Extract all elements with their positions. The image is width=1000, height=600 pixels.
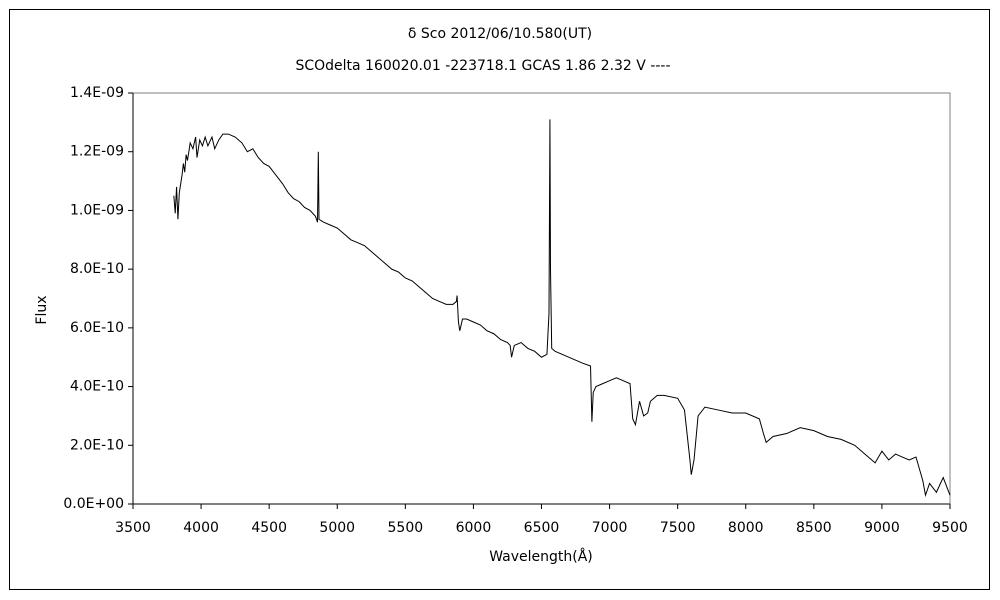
spectrum-line xyxy=(173,119,951,498)
x-axis-label: Wavelength(Å) xyxy=(489,548,593,565)
x-tick-label: 8000 xyxy=(728,520,764,536)
y-axis-label: Flux xyxy=(34,295,50,324)
plot-area xyxy=(132,92,951,505)
y-tick-label: 2.0E-10 xyxy=(70,437,124,453)
y-tick-label: 1.4E-09 xyxy=(70,85,124,101)
x-tick-label: 7500 xyxy=(660,520,696,536)
x-tick-label: 4000 xyxy=(183,520,219,536)
x-tick-label: 5000 xyxy=(319,520,355,536)
x-tick-label: 4500 xyxy=(251,520,287,536)
x-tick-label: 9000 xyxy=(864,520,900,536)
x-tick-label: 9500 xyxy=(932,520,968,536)
y-tick-label: 8.0E-10 xyxy=(70,261,124,277)
x-tick-label: 3500 xyxy=(115,520,151,536)
chart-title: δ Sco 2012/06/10.580(UT) xyxy=(408,26,592,42)
y-tick-label: 6.0E-10 xyxy=(70,320,124,336)
x-tick-label: 6000 xyxy=(456,520,492,536)
y-tick-label: 1.2E-09 xyxy=(70,144,124,160)
y-tick-label: 4.0E-10 xyxy=(70,379,124,395)
chart-subtitle: SCOdelta 160020.01 -223718.1 GCAS 1.86 2… xyxy=(295,58,670,74)
x-tick-label: 7000 xyxy=(592,520,628,536)
y-tick-label: 0.0E+00 xyxy=(63,496,124,512)
x-tick-label: 8500 xyxy=(796,520,832,536)
x-tick-label: 6500 xyxy=(524,520,560,536)
x-tick-label: 5500 xyxy=(388,520,424,536)
y-tick-label: 1.0E-09 xyxy=(70,202,124,218)
